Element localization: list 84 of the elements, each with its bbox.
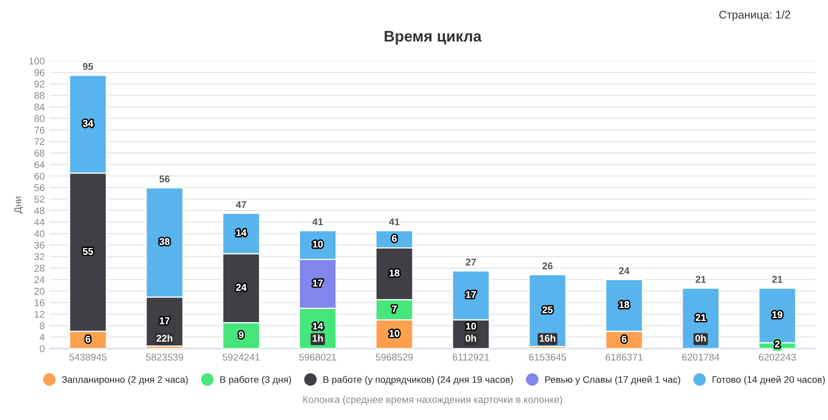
x-tick-label: 6153645 <box>529 354 566 361</box>
annotation: 16h <box>540 334 556 342</box>
data-label: 55 <box>82 248 94 255</box>
legend-label: В работе (3 дня) <box>220 376 291 385</box>
total-label: 41 <box>312 218 323 226</box>
data-label: 6 <box>86 336 90 343</box>
data-label: 17 <box>160 317 170 324</box>
data-label: 2 <box>774 340 780 348</box>
data-label: 7 <box>392 306 397 312</box>
total-label: 95 <box>82 63 94 70</box>
legend-label: В работе (у подрядчиков) (24 дня 19 часов) <box>323 376 513 385</box>
y-tick-label: 60 <box>34 172 44 180</box>
total-label: 21 <box>772 276 782 283</box>
y-tick-label: 88 <box>34 92 44 100</box>
data-label: 10 <box>312 240 323 248</box>
data-label: 6 <box>392 235 397 242</box>
y-tick-label: 4 <box>40 334 45 341</box>
data-label: 17 <box>312 280 323 286</box>
total-label: 41 <box>389 218 400 226</box>
total-label: 21 <box>696 276 706 283</box>
y-tick-label: 64 <box>34 161 45 168</box>
total-label: 47 <box>236 201 246 208</box>
y-tick-label: 36 <box>34 242 44 249</box>
legend-label: Запланиронно (2 дня 2 часа) <box>62 376 188 385</box>
annotation: 0h <box>695 334 706 342</box>
y-tick-label: 52 <box>34 196 44 203</box>
x-axis-title: Колонка (среднее время нахождения карточки в колонке) <box>303 396 562 405</box>
y-tick-label: 96 <box>34 69 44 76</box>
data-label: 17 <box>466 291 476 298</box>
x-tick-label: 6201784 <box>682 354 720 361</box>
data-label: 21 <box>696 314 706 321</box>
text: Страница: 1/2 <box>719 10 790 21</box>
y-tick-label: 44 <box>34 218 45 226</box>
total-label: 24 <box>619 267 630 274</box>
y-tick-label: 68 <box>34 150 44 157</box>
data-label: 9 <box>238 331 244 338</box>
data-label: 14 <box>236 229 247 236</box>
y-tick-label: 32 <box>34 253 44 260</box>
data-label: 38 <box>159 238 170 246</box>
y-tick-label: 80 <box>34 115 44 122</box>
y-tick-label: 84 <box>34 104 45 111</box>
x-tick-label: 5968021 <box>299 354 336 361</box>
data-label: 18 <box>390 270 400 276</box>
y-tick-label: 0 <box>40 345 44 352</box>
y-tick-label: 92 <box>34 80 44 88</box>
y-tick-label: 40 <box>34 230 44 238</box>
x-tick-label: 6202243 <box>758 354 796 361</box>
y-axis-title: Дни <box>14 196 23 214</box>
x-tick-label: 6112921 <box>452 354 490 361</box>
y-tick-label: 20 <box>34 288 44 295</box>
data-label: 10 <box>390 330 400 337</box>
y-tick-label: 8 <box>40 322 44 330</box>
x-tick-label: 6186371 <box>606 354 643 361</box>
total-label: 26 <box>542 262 553 270</box>
y-tick-label: 24 <box>34 276 45 284</box>
x-tick-label: 5924241 <box>222 354 260 361</box>
chart-title: Время цикла <box>384 30 482 45</box>
y-tick-label: 12 <box>34 310 44 318</box>
y-tick-label: 28 <box>34 264 44 272</box>
total-label: 27 <box>466 258 476 266</box>
annotation: 22h <box>156 334 172 342</box>
data-label: 18 <box>619 301 630 308</box>
y-tick-label: 72 <box>34 138 44 145</box>
x-tick-label: 5968529 <box>376 354 413 361</box>
data-label: 19 <box>772 311 782 318</box>
legend-label: Ревью у Славы (17 дней 1 час) <box>545 376 680 385</box>
legend-label: Готово (14 дней 20 часов) <box>712 376 825 385</box>
data-label: 6 <box>622 336 626 343</box>
annotation: 1h <box>312 334 323 342</box>
annotation: 0h <box>466 334 476 342</box>
y-tick-label: 76 <box>34 126 44 134</box>
bar <box>528 274 566 348</box>
y-tick-label: 16 <box>34 299 44 306</box>
data-label: 24 <box>236 284 247 291</box>
x-tick-label: 5438945 <box>69 354 106 361</box>
y-tick-label: 56 <box>34 184 44 192</box>
y-tick-label: 100 <box>29 58 44 65</box>
data-label: 34 <box>82 120 94 127</box>
total-label: 56 <box>159 176 170 182</box>
x-tick-label: 5823539 <box>146 354 184 361</box>
data-label: 25 <box>542 306 553 314</box>
data-label: 10 <box>466 322 476 330</box>
y-tick-label: 48 <box>34 207 44 214</box>
data-label: 14 <box>312 322 324 330</box>
